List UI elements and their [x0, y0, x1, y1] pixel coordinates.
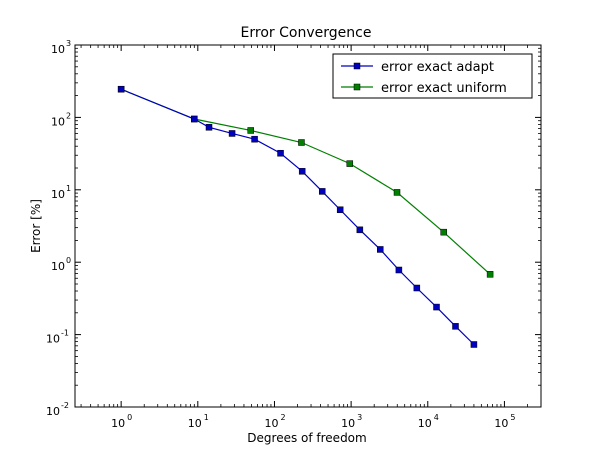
- data-point-adapt: [205, 124, 213, 131]
- y-tick-label: 10: [51, 43, 65, 56]
- x-tick-label: 10: [341, 417, 355, 430]
- data-point-adapt: [356, 226, 364, 234]
- y-tick-label: 10: [51, 260, 65, 273]
- y-tick-label: 10: [46, 333, 60, 346]
- x-tick-label: 10: [111, 417, 125, 430]
- data-point-adapt: [413, 284, 421, 292]
- y-tick-label-exponent: -1: [61, 329, 69, 338]
- data-point-adapt: [377, 246, 384, 253]
- data-point-adapt: [318, 188, 326, 195]
- y-tick-label: 10: [51, 115, 65, 128]
- chart-title: Error Convergence: [241, 25, 372, 41]
- data-point-adapt: [433, 303, 440, 311]
- series-line-uniform: [120, 88, 491, 275]
- y-axis-label: Error [%]: [29, 199, 43, 253]
- legend-label-uniform: error exact uniform: [381, 81, 507, 96]
- y-tick-label-exponent: 2: [66, 111, 71, 120]
- data-point-adapt: [277, 149, 284, 157]
- legend: error exact adapt error exact uniform: [332, 53, 533, 99]
- legend-marker-adapt: [353, 62, 361, 70]
- y-tick-label-exponent: 3: [66, 39, 71, 48]
- y-tick-label: 10: [51, 188, 65, 201]
- data-point-uniform: [440, 228, 447, 236]
- x-tick-label: 10: [418, 417, 432, 430]
- legend-box: [332, 53, 533, 99]
- data-point-adapt: [298, 168, 306, 175]
- x-tick-label-exponent: 5: [510, 413, 515, 422]
- data-point-adapt: [228, 130, 236, 137]
- series-line-adapt: [120, 88, 475, 345]
- data-point-adapt: [117, 85, 125, 93]
- legend-label-adapt: error exact adapt: [381, 60, 494, 75]
- data-point-adapt: [395, 266, 403, 274]
- x-tick-label-exponent: 1: [204, 413, 209, 422]
- x-tick-label-exponent: 2: [280, 413, 285, 422]
- legend-marker-uniform: [353, 83, 361, 91]
- data-point-adapt: [470, 341, 478, 348]
- y-tick-label-exponent: 0: [66, 256, 71, 265]
- x-tick-label: 10: [494, 417, 508, 430]
- plot-frame: [74, 44, 542, 408]
- y-tick-label-exponent: -2: [61, 401, 69, 410]
- data-point-uniform: [393, 189, 401, 196]
- x-tick-label: 10: [264, 417, 278, 430]
- data-point-uniform: [346, 160, 354, 167]
- data-point-uniform: [298, 139, 305, 146]
- x-tick-label-exponent: 0: [127, 413, 132, 422]
- axis-ticks: 10 0 10 1 10 2 10 3 10 4 10 510 -210 -110 010 110 210 3: [46, 39, 541, 430]
- data-point-uniform: [486, 271, 494, 278]
- y-tick-label-exponent: 1: [66, 184, 71, 193]
- data-point-adapt: [336, 206, 344, 214]
- x-tick-label: 10: [188, 417, 202, 430]
- data-point-adapt: [251, 135, 258, 143]
- y-tick-label: 10: [46, 405, 60, 418]
- data-point-uniform: [247, 127, 254, 134]
- x-axis-label: Degrees of freedom: [247, 431, 366, 445]
- x-tick-label-exponent: 3: [357, 413, 362, 422]
- data-series: [117, 85, 494, 348]
- x-tick-label-exponent: 4: [434, 413, 439, 422]
- data-point-adapt: [191, 115, 198, 123]
- data-point-adapt: [452, 323, 459, 330]
- plot-area: [74, 44, 542, 408]
